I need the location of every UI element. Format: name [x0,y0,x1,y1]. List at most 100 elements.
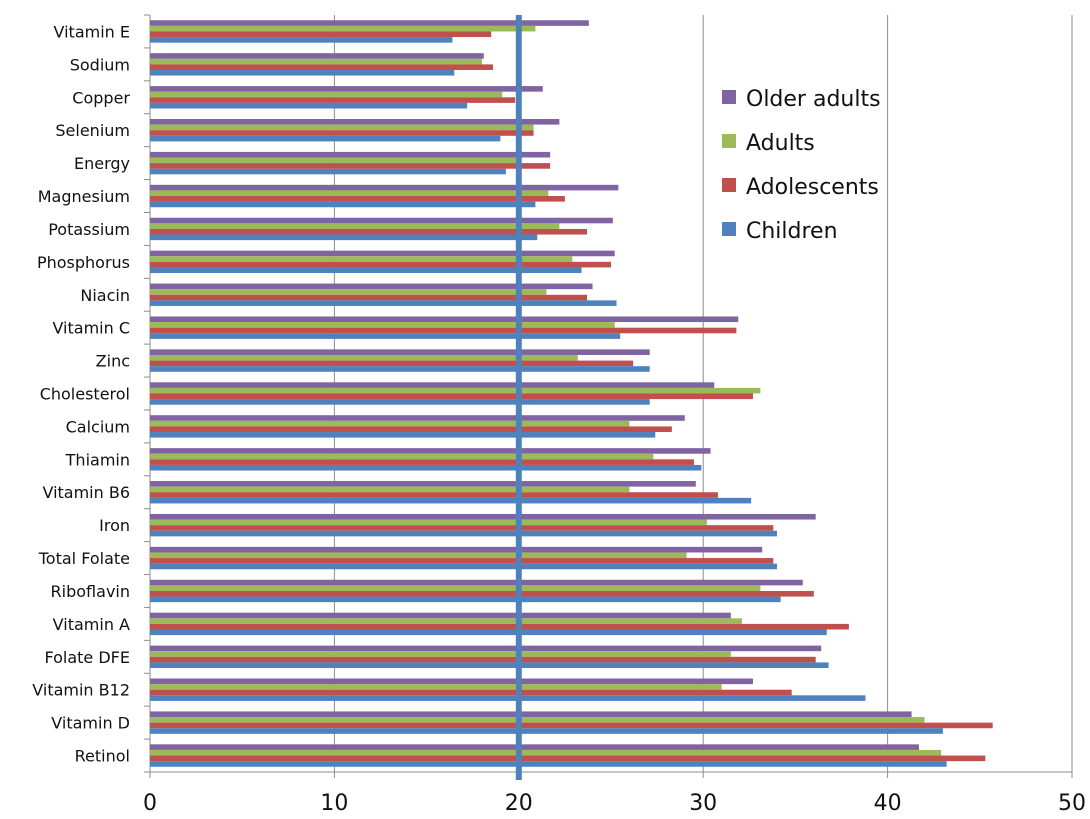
category-label: Total Folate [38,549,130,568]
category-label: Iron [99,516,130,535]
bar-adults-vitamin-d [150,717,925,723]
bar-adults-phosphorus [150,256,573,262]
bar-children-energy [150,168,506,175]
category-label: Magnesium [38,187,130,206]
bar-adults-folate-dfe [150,651,731,657]
x-tick-label: 10 [320,791,348,816]
category-label: Selenium [55,121,130,140]
bar-adults-vitamin-b6 [150,486,630,493]
bar-children-riboflavin [150,596,781,603]
bar-adults-vitamin-b12 [150,684,722,690]
bar-older-adults-phosphorus [150,250,615,257]
bar-children-sodium [150,69,455,76]
category-label: Copper [72,88,130,107]
bar-adolescents-calcium [150,426,672,433]
bar-adults-potassium [150,223,560,229]
bar-older-adults-vitamin-d [150,711,912,718]
bar-adults-iron [150,519,707,526]
bar-children-folate-dfe [150,662,829,669]
category-label: Riboflavin [51,582,130,601]
bar-older-adults-folate-dfe [150,645,822,652]
bar-adults-zinc [150,354,578,361]
bar-adolescents-riboflavin [150,590,814,597]
bar-adults-vitamin-a [150,618,742,624]
bar-older-adults-thiamin [150,448,711,454]
bar-older-adults-selenium [150,118,560,125]
bar-adolescents-copper [150,97,516,103]
bar-children-calcium [150,432,656,438]
bar-adolescents-cholesterol [150,393,753,400]
category-label: Niacin [80,286,130,305]
bar-older-adults-vitamin-b12 [150,678,753,685]
category-label: Retinol [75,747,130,766]
bar-children-iron [150,530,777,537]
x-tick-label: 0 [143,791,157,816]
bar-adolescents-vitamin-b6 [150,492,718,498]
category-label: Cholesterol [40,385,130,404]
category-label: Vitamin B12 [32,681,130,700]
x-tick-label: 30 [689,791,717,816]
category-label: Zinc [96,352,130,371]
bar-adults-total-folate [150,552,687,559]
bar-adolescents-selenium [150,130,534,136]
bar-older-adults-riboflavin [150,579,803,586]
bar-adolescents-zinc [150,360,634,367]
bar-adolescents-vitamin-e [150,31,492,38]
bar-adults-calcium [150,420,630,427]
bar-adults-sodium [150,58,482,65]
legend-label: Children [746,219,838,244]
bar-adolescents-thiamin [150,459,694,465]
bar-children-potassium [150,234,538,241]
bar-adolescents-vitamin-b12 [150,689,792,696]
bar-children-vitamin-c [150,333,621,339]
bar-adults-vitamin-c [150,322,615,328]
x-tick-label: 50 [1058,791,1086,816]
bar-adults-retinol [150,749,942,756]
bar-children-zinc [150,366,650,372]
category-label: Vitamin D [51,714,130,733]
bar-adolescents-magnesium [150,196,565,202]
category-label: Sodium [70,55,130,74]
bar-adolescents-vitamin-a [150,623,849,630]
bar-adults-cholesterol [150,387,761,394]
bar-older-adults-total-folate [150,546,763,553]
bar-older-adults-niacin [150,283,593,290]
bar-adults-niacin [150,289,547,295]
bar-children-vitamin-d [150,728,943,734]
bar-adolescents-retinol [150,755,986,762]
bar-children-niacin [150,300,617,306]
bar-older-adults-magnesium [150,184,619,191]
bar-adolescents-potassium [150,228,588,235]
bar-adults-selenium [150,124,534,131]
legend-label: Adolescents [746,175,879,200]
legend-swatch [722,222,736,236]
bar-adults-energy [150,157,519,164]
category-label: Vitamin B6 [42,483,130,502]
category-label: Thiamin [65,450,130,469]
bar-adolescents-sodium [150,64,493,70]
legend-swatch [722,178,736,192]
bar-adults-thiamin [150,453,654,460]
category-label: Folate DFE [44,648,130,667]
bar-older-adults-iron [150,513,816,520]
bar-adolescents-vitamin-d [150,722,993,729]
bar-children-vitamin-b6 [150,497,752,504]
bar-older-adults-cholesterol [150,382,715,388]
bar-adolescents-phosphorus [150,261,611,268]
legend-swatch [722,134,736,148]
bar-children-phosphorus [150,267,582,274]
bar-older-adults-vitamin-a [150,612,731,619]
bar-adults-vitamin-e [150,25,536,32]
bar-adolescents-energy [150,163,551,169]
category-label: Vitamin E [54,22,130,41]
bar-children-vitamin-e [150,37,453,43]
bar-children-thiamin [150,464,702,471]
x-tick-label: 20 [505,791,533,816]
category-label: Energy [74,154,130,173]
bar-children-magnesium [150,201,536,208]
bar-children-vitamin-a [150,629,827,636]
bar-older-adults-vitamin-e [150,20,589,26]
category-label: Vitamin A [53,615,130,634]
bar-older-adults-copper [150,86,543,92]
